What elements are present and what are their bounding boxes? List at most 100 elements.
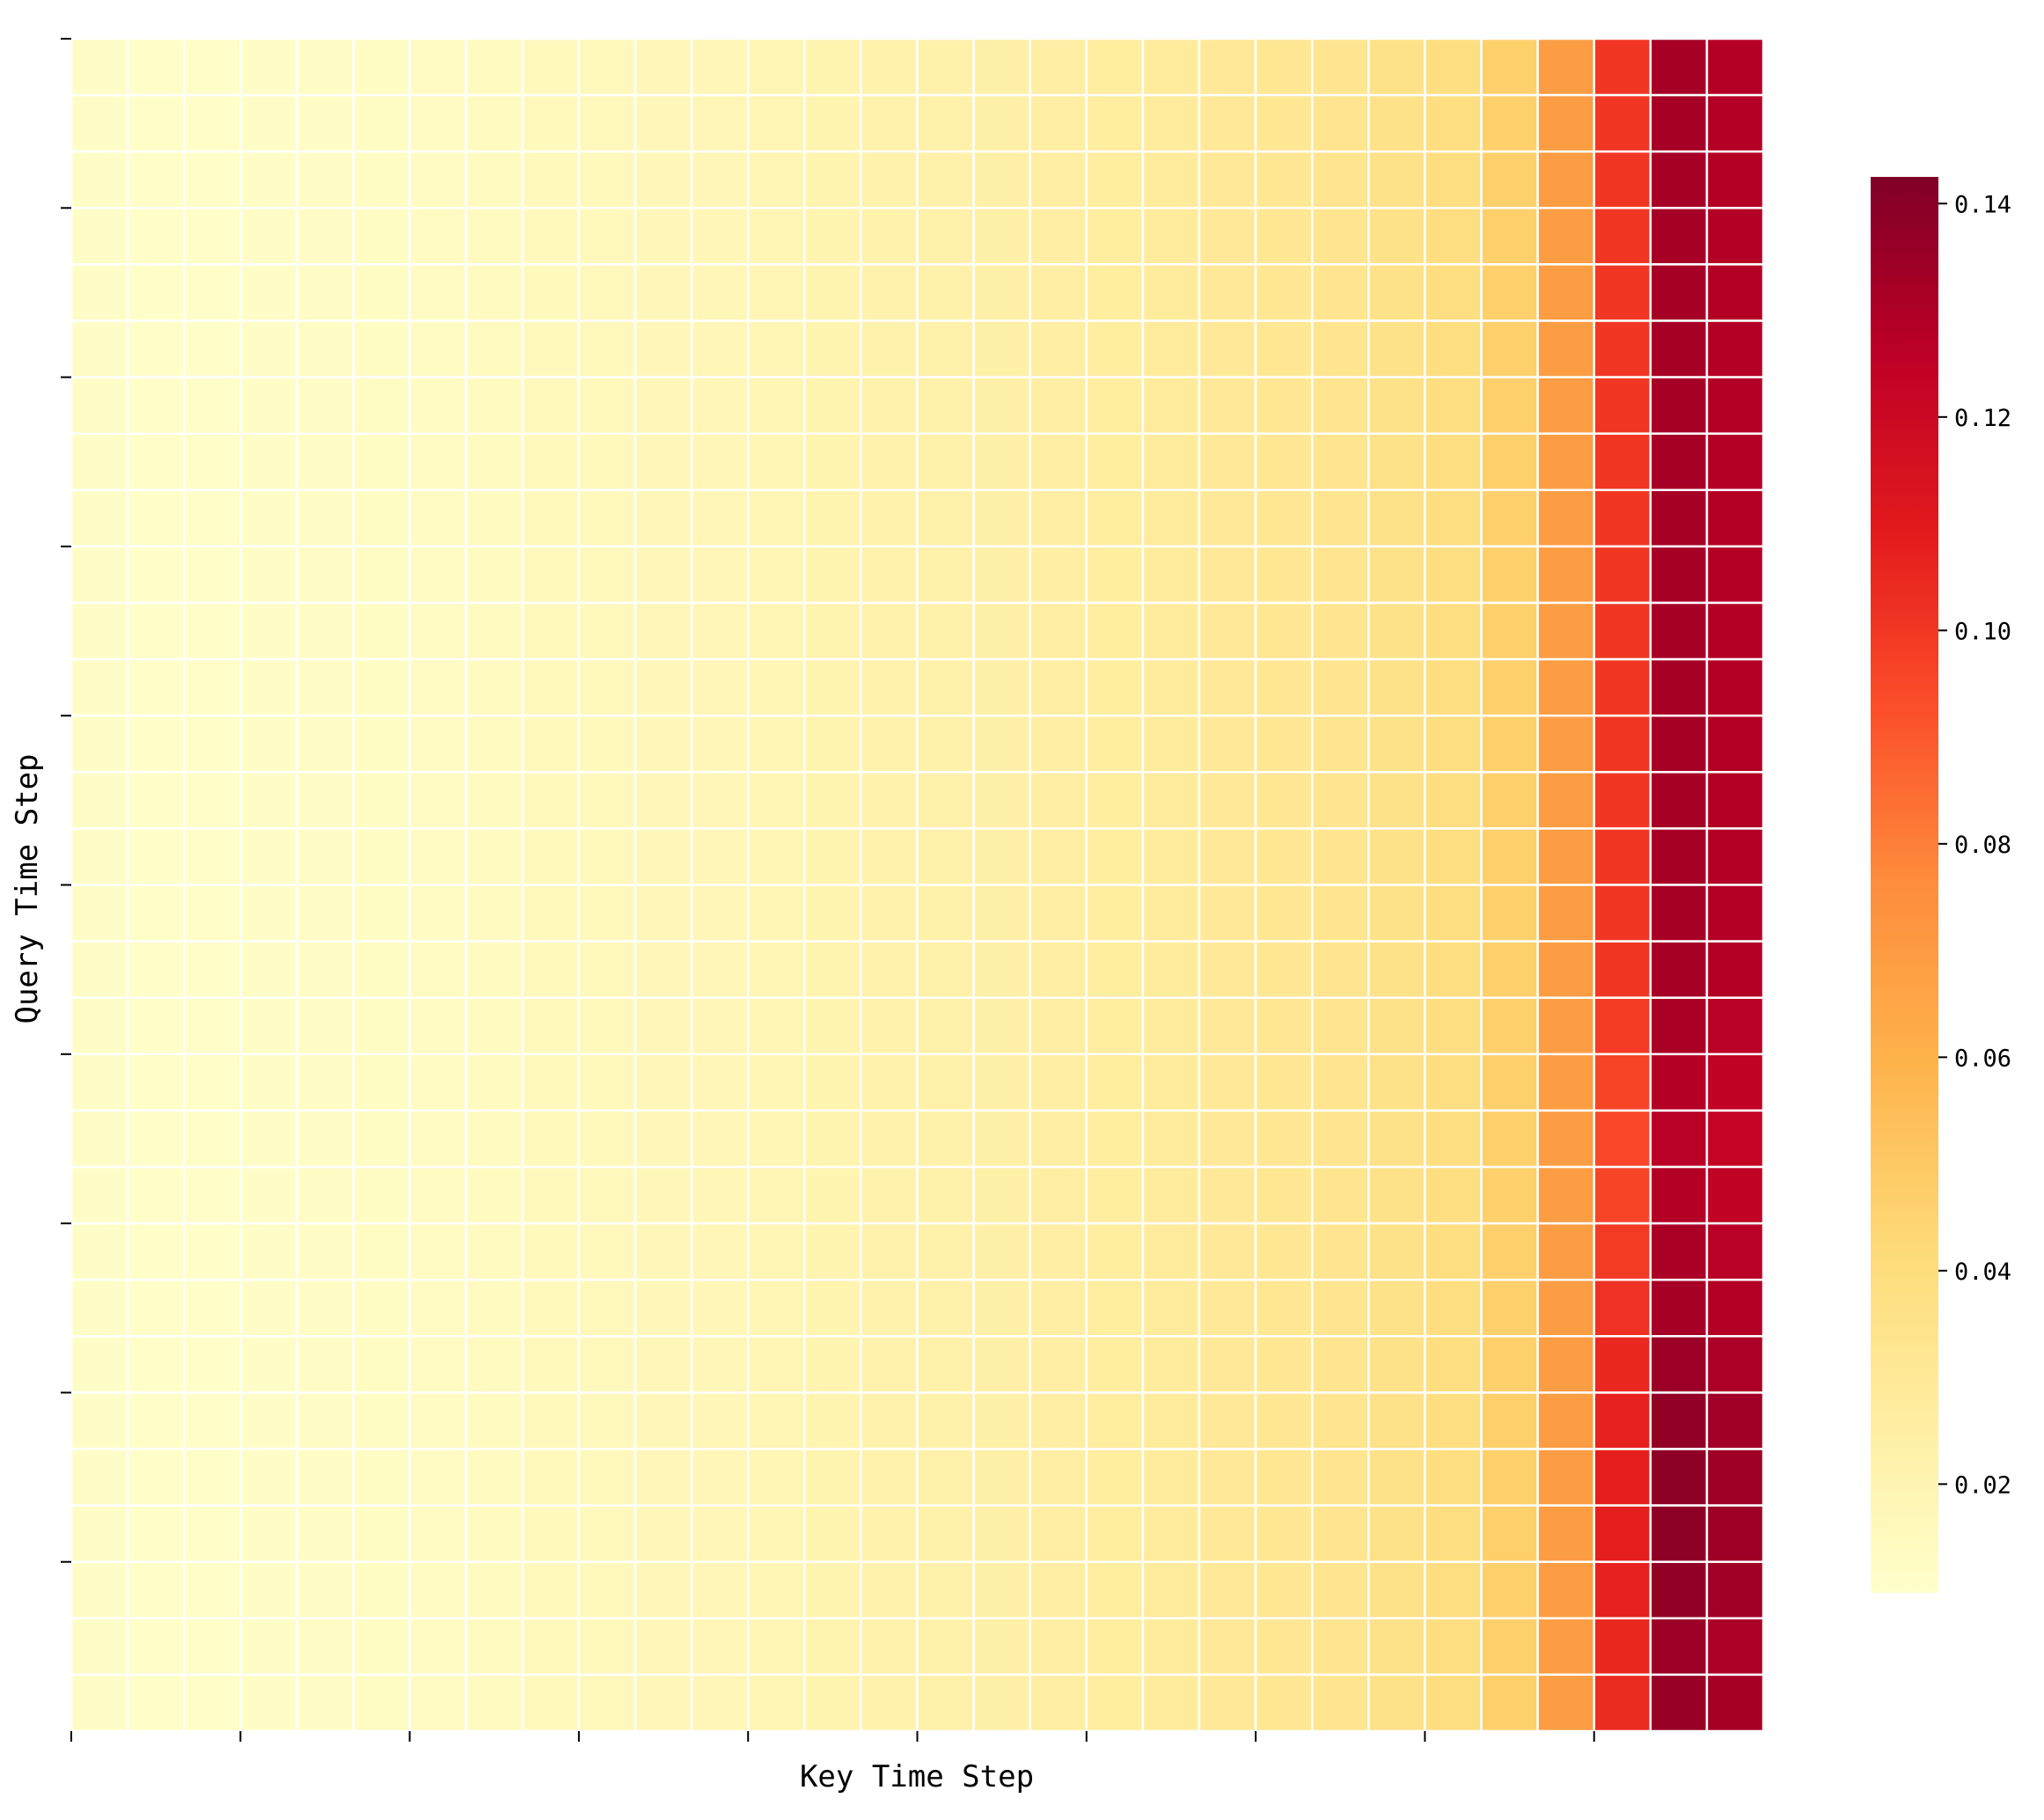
heatmap-cell bbox=[182, 1278, 242, 1338]
heatmap-cell bbox=[408, 37, 467, 97]
heatmap-cell bbox=[916, 432, 975, 492]
heatmap-cell bbox=[634, 488, 693, 548]
heatmap-cell bbox=[577, 432, 637, 492]
heatmap-cell bbox=[1198, 1504, 1257, 1563]
heatmap-cell bbox=[1593, 714, 1652, 774]
heatmap-cell bbox=[1367, 657, 1426, 717]
heatmap-cell bbox=[521, 884, 581, 943]
heatmap-cell bbox=[408, 319, 467, 378]
heatmap-cell bbox=[1593, 150, 1652, 209]
heatmap-cell bbox=[1198, 545, 1257, 605]
heatmap-cell bbox=[465, 884, 524, 943]
heatmap-cell bbox=[126, 488, 186, 548]
heatmap-cell bbox=[1029, 488, 1088, 548]
heatmap-cell bbox=[972, 488, 1031, 548]
heatmap-cell bbox=[1536, 1504, 1595, 1563]
heatmap-cell bbox=[1536, 1278, 1595, 1338]
heatmap-cell bbox=[1310, 827, 1370, 886]
heatmap-cell bbox=[408, 1504, 467, 1563]
heatmap-cell bbox=[296, 884, 355, 943]
heatmap-cell bbox=[1029, 601, 1088, 661]
heatmap-cell bbox=[1649, 1053, 1709, 1112]
heatmap-cell bbox=[296, 93, 355, 153]
heatmap-cell bbox=[690, 1391, 750, 1450]
heatmap-cell bbox=[577, 657, 637, 717]
heatmap-cell bbox=[1649, 1391, 1709, 1450]
heatmap-cell bbox=[521, 1673, 581, 1733]
heatmap-cell bbox=[1198, 714, 1257, 774]
heatmap-cell bbox=[1424, 1165, 1483, 1225]
heatmap-cell bbox=[239, 1109, 298, 1169]
heatmap-cell bbox=[70, 884, 129, 943]
heatmap-cell bbox=[465, 432, 524, 492]
heatmap-cell bbox=[860, 1165, 919, 1225]
heatmap-cell bbox=[182, 150, 242, 209]
heatmap-cell bbox=[1367, 150, 1426, 209]
heatmap-cell bbox=[465, 488, 524, 548]
heatmap-cell bbox=[1310, 432, 1370, 492]
heatmap-cell bbox=[1085, 827, 1145, 886]
heatmap-cell bbox=[1367, 207, 1426, 266]
heatmap-cell bbox=[916, 545, 975, 605]
heatmap-cell bbox=[1536, 1053, 1595, 1112]
heatmap-cell bbox=[1536, 1448, 1595, 1507]
heatmap-cell bbox=[634, 545, 693, 605]
heatmap-cell bbox=[1198, 1165, 1257, 1225]
heatmap-cell bbox=[1029, 1560, 1088, 1620]
heatmap-cell bbox=[465, 1165, 524, 1225]
heatmap-cell bbox=[1593, 37, 1652, 97]
heatmap-cell bbox=[690, 319, 750, 378]
heatmap-cell bbox=[577, 1391, 637, 1450]
heatmap-cell bbox=[239, 827, 298, 886]
heatmap-cell bbox=[521, 1053, 581, 1112]
heatmap-cell bbox=[1593, 771, 1652, 830]
heatmap-cell bbox=[296, 1504, 355, 1563]
heatmap-cell bbox=[1254, 432, 1314, 492]
heatmap-cell bbox=[634, 827, 693, 886]
heatmap-cell bbox=[1480, 319, 1539, 378]
heatmap-cell bbox=[972, 1165, 1031, 1225]
heatmap-cell bbox=[126, 1109, 186, 1169]
heatmap-cell bbox=[916, 884, 975, 943]
heatmap-cell bbox=[1254, 1617, 1314, 1677]
heatmap-cell bbox=[352, 940, 411, 999]
heatmap-cell bbox=[1198, 37, 1257, 97]
heatmap-cell bbox=[1649, 545, 1709, 605]
heatmap-cell bbox=[126, 1165, 186, 1225]
heatmap-cell bbox=[352, 1053, 411, 1112]
heatmap-cell bbox=[1085, 940, 1145, 999]
heatmap-cell bbox=[1198, 1335, 1257, 1394]
heatmap-cell bbox=[1649, 1335, 1709, 1394]
heatmap-cell bbox=[1536, 714, 1595, 774]
heatmap-cell bbox=[1310, 545, 1370, 605]
heatmap-cell bbox=[1593, 1222, 1652, 1281]
heatmap-cell bbox=[521, 996, 581, 1056]
heatmap-cell bbox=[1593, 1448, 1652, 1507]
y-axis-label: Query Time Step bbox=[10, 753, 45, 1024]
heatmap-cell bbox=[746, 150, 806, 209]
heatmap-cell bbox=[860, 601, 919, 661]
heatmap-cell bbox=[70, 1504, 129, 1563]
x-axis-label: Key Time Step bbox=[800, 1759, 1034, 1794]
heatmap-cell bbox=[521, 376, 581, 435]
heatmap-cell bbox=[690, 1335, 750, 1394]
heatmap-cell bbox=[1254, 601, 1314, 661]
heatmap-cell bbox=[1085, 150, 1145, 209]
heatmap-cell bbox=[1029, 207, 1088, 266]
heatmap-cell bbox=[972, 657, 1031, 717]
heatmap-cell bbox=[1649, 601, 1709, 661]
heatmap-cell bbox=[1705, 207, 1765, 266]
heatmap-cell bbox=[634, 432, 693, 492]
heatmap-cell bbox=[1705, 37, 1765, 97]
heatmap-cell bbox=[1536, 1673, 1595, 1733]
heatmap-cell bbox=[577, 93, 637, 153]
heatmap-cell bbox=[634, 940, 693, 999]
heatmap-cell bbox=[1367, 263, 1426, 322]
heatmap-cell bbox=[803, 771, 862, 830]
heatmap-cell bbox=[972, 376, 1031, 435]
heatmap-cell bbox=[1480, 1617, 1539, 1677]
heatmap-cell bbox=[803, 263, 862, 322]
heatmap-cell bbox=[1367, 771, 1426, 830]
heatmap-cell bbox=[182, 1448, 242, 1507]
heatmap-cell bbox=[1593, 1504, 1652, 1563]
